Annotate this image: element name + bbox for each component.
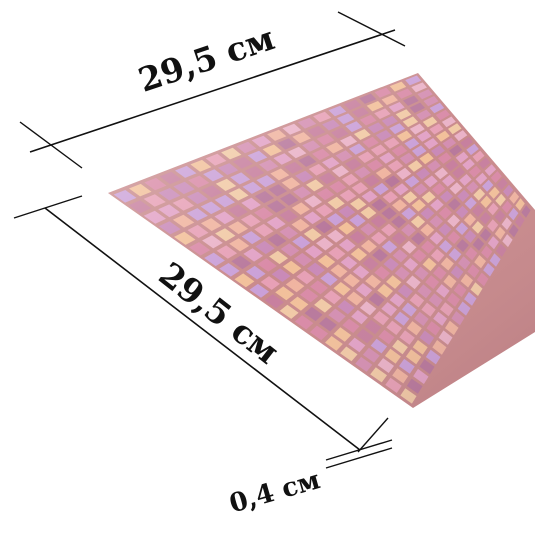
- top-dimension-label: 29,5 см: [133, 18, 279, 100]
- top-dimension-tick-left: [20, 122, 82, 168]
- thickness-dimension: 0,4 см: [226, 418, 392, 520]
- thickness-label: 0,4 см: [226, 465, 323, 519]
- thickness-leader: [358, 418, 388, 452]
- mosaic-sheet: [108, 73, 535, 408]
- sheet-sheen: [108, 73, 535, 408]
- top-dimension-tick-right: [338, 12, 405, 46]
- side-dimension-tick-top: [14, 196, 82, 218]
